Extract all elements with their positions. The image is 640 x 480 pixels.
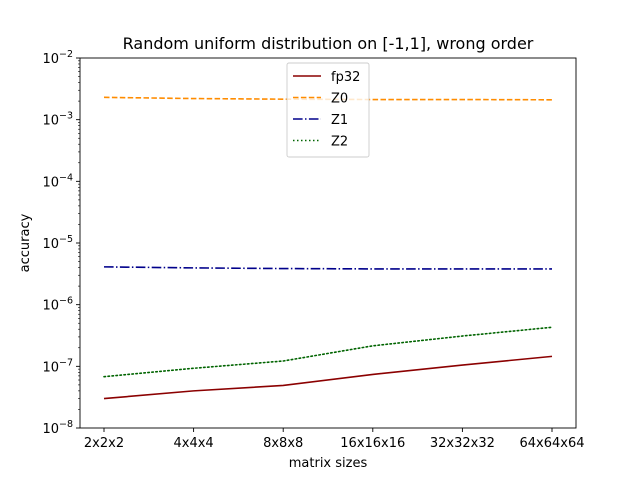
legend-label: Z0 bbox=[331, 92, 348, 107]
series-line-z2 bbox=[103, 326, 553, 378]
x-tick-label: 8x8x8 bbox=[263, 436, 303, 451]
x-tick-label: 32x32x32 bbox=[430, 436, 495, 451]
y-tick-label: 10−6 bbox=[42, 296, 73, 314]
y-tick-label: 10−8 bbox=[42, 419, 73, 437]
legend: fp32 Z0 Z1 Z2 bbox=[286, 62, 370, 158]
legend-box bbox=[286, 62, 370, 158]
x-tick-label: 2x2x2 bbox=[84, 436, 124, 451]
y-axis-title: accuracy bbox=[18, 213, 33, 272]
y-tick-label: 10−4 bbox=[42, 172, 73, 190]
legend-label: Z2 bbox=[331, 135, 348, 150]
y-tick-label: 10−5 bbox=[42, 234, 73, 252]
x-tick-label: 4x4x4 bbox=[173, 436, 213, 451]
x-tick-label: 64x64x64 bbox=[519, 436, 584, 451]
y-tick-label: 10−7 bbox=[42, 357, 73, 375]
series-line-fp32 bbox=[103, 355, 553, 400]
legend-label: Z1 bbox=[331, 113, 348, 128]
x-axis-title: matrix sizes bbox=[289, 456, 368, 471]
x-axis: 2x2x2 4x4x4 8x8x8 16x16x16 32x32x32 64x64x64 bbox=[84, 428, 585, 451]
y-tick-label: 10−3 bbox=[42, 111, 73, 129]
y-axis: 10−8 10−7 10−6 10−5 10−4 10−3 10−2 bbox=[42, 49, 80, 437]
chart-title: Random uniform distribution on [-1,1], w… bbox=[123, 34, 534, 53]
y-tick-label: 10−2 bbox=[42, 49, 73, 67]
x-tick-label: 16x16x16 bbox=[340, 436, 405, 451]
series-line-z1 bbox=[103, 266, 552, 270]
legend-label: fp32 bbox=[331, 70, 360, 85]
